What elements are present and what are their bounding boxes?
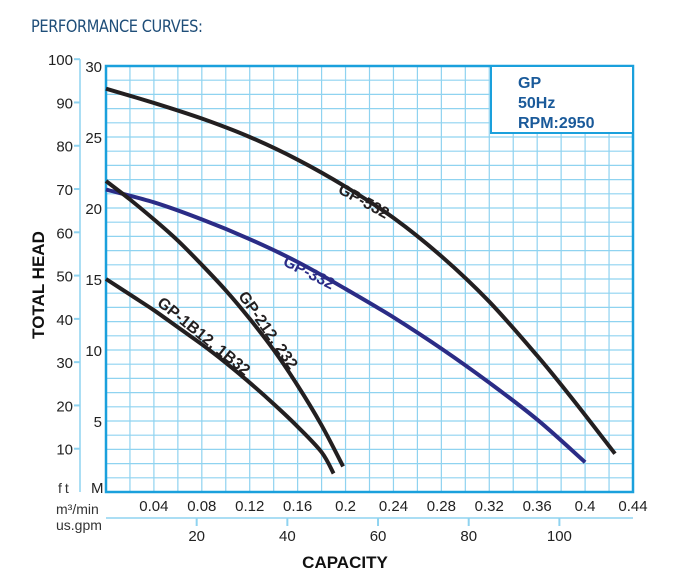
x2-tick-label-gpm: 100 [547, 528, 572, 545]
curve-gp-212-232 [104, 179, 345, 468]
y2-tick-label-ft: 50 [56, 269, 73, 286]
x-tick-label-m3min: 0.44 [618, 498, 647, 515]
curve-gp-532 [105, 86, 617, 455]
y2-tick-label-ft: 70 [56, 182, 73, 199]
x2-tick-label-gpm: 80 [460, 528, 477, 545]
x-tick-label-m3min: 0.04 [139, 498, 168, 515]
y2-tick-label-ft: 90 [56, 95, 73, 112]
y-tick-label-m: 20 [85, 201, 102, 218]
y2-tick-label-ft: 40 [56, 312, 73, 329]
y2-tick-label-ft: 20 [56, 398, 73, 415]
x-tick-label-m3min: 0.08 [187, 498, 216, 515]
x-tick-label-m3min: 0.24 [379, 498, 408, 515]
y2-tick-label-ft: 80 [56, 139, 73, 156]
page-title: PERFORMANCE CURVES: [31, 17, 203, 37]
y-unit-ft: ft [58, 480, 72, 496]
x-axis-title: CAPACITY [302, 553, 388, 572]
y-tick-label-m: 15 [85, 272, 102, 289]
x-tick-label-m3min: 0.4 [575, 498, 596, 515]
x-unit-m3min: m³/min [56, 501, 99, 517]
y2-tick-label-ft: 100 [48, 52, 73, 69]
x-tick-label-m3min: 0.28 [427, 498, 456, 515]
y-tick-label-m: 30 [85, 59, 102, 76]
axes: 5 10 15 20 25 30 10 20 30 40 50 60 70 80 90 100 0.04 0.08… [48, 52, 648, 545]
x-tick-label-m3min: 0.16 [283, 498, 312, 515]
curve-label-gp-332: GP-332 [280, 253, 337, 293]
x-tick-label-m3min: 0.36 [523, 498, 552, 515]
y2-tick-label-ft: 60 [56, 225, 73, 242]
legend-rpm: RPM:2950 [518, 115, 595, 132]
y2-tick-label-ft: 30 [56, 355, 73, 372]
x-tick-label-m3min: 0.12 [235, 498, 264, 515]
legend-frequency: 50Hz [518, 95, 555, 112]
x-tick-label-m3min: 0.32 [475, 498, 504, 515]
legend-series: GP [518, 75, 541, 92]
y-tick-label-m: 10 [85, 343, 102, 360]
grid [104, 64, 635, 494]
y-tick-label-m: 5 [94, 414, 102, 431]
y-unit-m: M [91, 480, 104, 497]
x2-tick-label-gpm: 20 [188, 528, 205, 545]
x2-tick-label-gpm: 60 [370, 528, 387, 545]
x-unit-usgpm: us.gpm [56, 517, 102, 533]
legend-box: GP 50Hz RPM:2950 [490, 65, 634, 134]
x2-tick-label-gpm: 40 [279, 528, 296, 545]
curve-label-gp-532: GP-532 [335, 181, 392, 223]
x-tick-label-m3min: 0.2 [335, 498, 356, 515]
y2-tick-label-ft: 10 [56, 442, 73, 459]
curves [104, 86, 617, 475]
curve-gp-1b12-1b32 [104, 277, 336, 475]
curve-gp-332 [105, 187, 587, 464]
y-axis-title: TOTAL HEAD [29, 231, 48, 339]
y-tick-label-m: 25 [85, 130, 102, 147]
